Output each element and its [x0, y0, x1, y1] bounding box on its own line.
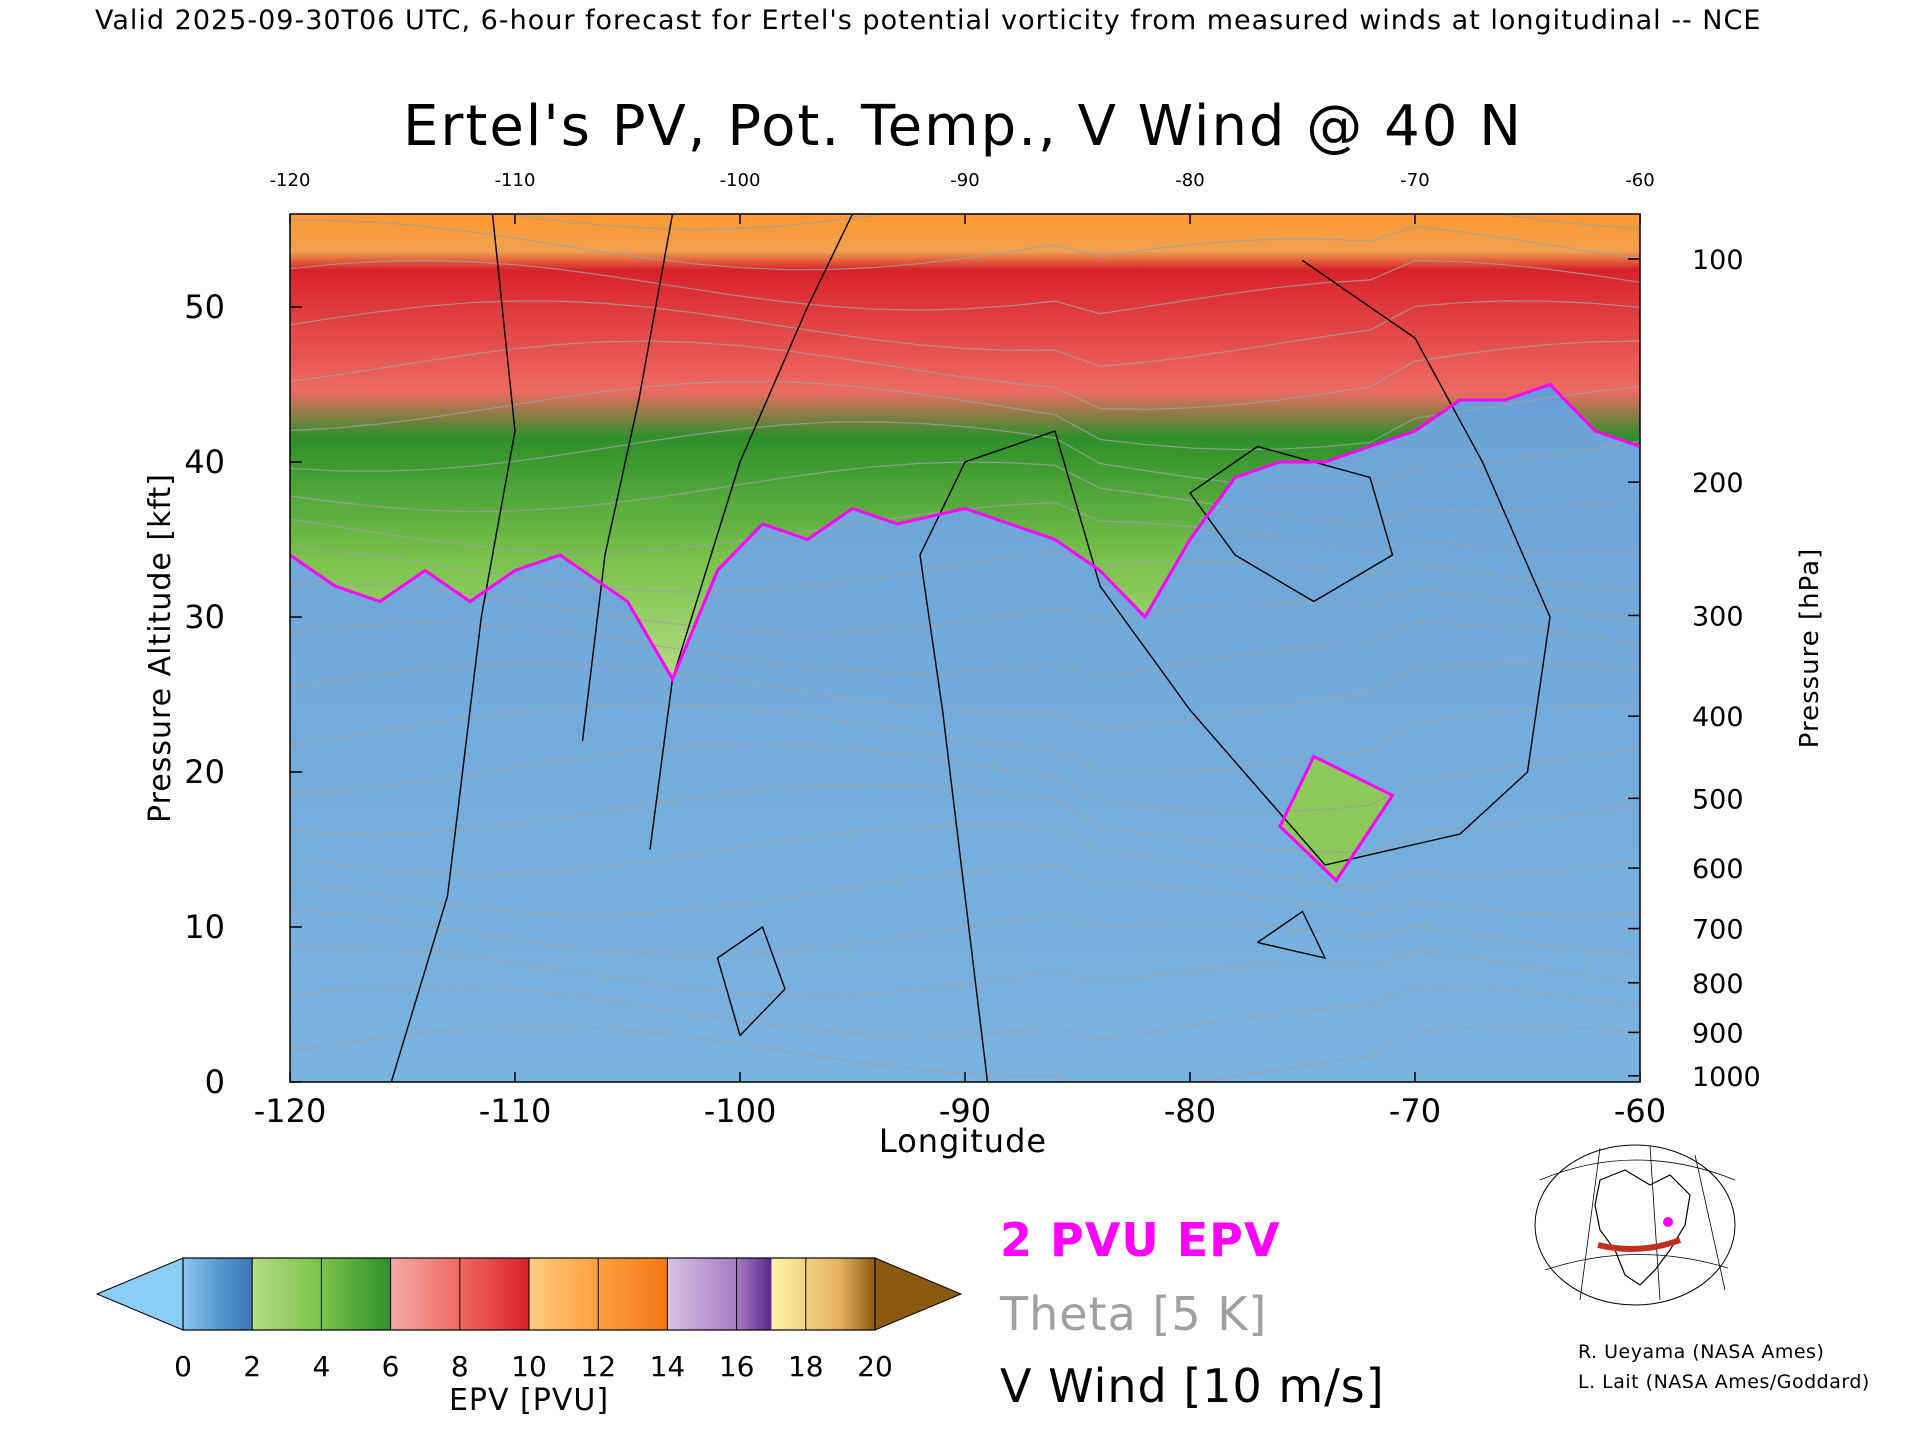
theta-isentrope [290, 864, 1640, 916]
pv-2pvu-line [290, 382, 1640, 683]
p-tick-label: 300 [1692, 601, 1744, 632]
p-tick-label: 400 [1692, 702, 1744, 733]
wind-contour [581, 214, 674, 742]
wind-contours [390, 214, 1551, 1082]
colorbar-tick-label: 14 [650, 1350, 686, 1383]
theta-isentrope [290, 908, 1640, 956]
legend-wind: V Wind [10 m/s] [1000, 1359, 1385, 1413]
p-tick-label: 700 [1692, 915, 1744, 946]
y-tick-label: 10 [184, 908, 225, 946]
wind-contour [649, 214, 854, 850]
colorbar: 0 2 4 6 8 10 12 14 16 18 20 EPV [PVU] [95, 1257, 963, 1418]
y-tick-label: 30 [184, 598, 225, 636]
pv-anomaly-fill [1280, 756, 1393, 881]
colorbar-ticks: 0 2 4 6 8 10 12 14 16 18 20 [174, 1350, 893, 1383]
theta-isentrope [290, 219, 1640, 271]
x-tick-label: -120 [254, 1092, 327, 1130]
cross-section-line [1597, 1237, 1682, 1252]
colorbar-tick-label: 6 [382, 1350, 400, 1383]
top-tick-label: -100 [720, 170, 761, 191]
theta-isentrope [290, 622, 1640, 678]
colorbar-frame [182, 1257, 876, 1331]
theta-isentrope [290, 663, 1640, 730]
top-axis: -120 -110 -100 -90 -80 -70 -60 [270, 170, 1655, 224]
wind-contour [1189, 445, 1394, 603]
p-tick-label: 100 [1692, 245, 1744, 276]
top-tick-label: -110 [495, 170, 536, 191]
colorbar-tick-label: 4 [312, 1350, 330, 1383]
colorbar-tick-label: 2 [243, 1350, 261, 1383]
p-tick-label: 900 [1692, 1018, 1744, 1049]
colorbar-over-arrow [874, 1257, 963, 1331]
theta-isentrope [290, 743, 1640, 813]
theta-isentrope [290, 421, 1640, 491]
colorbar-under-arrow [95, 1257, 184, 1331]
theta-isentrope [290, 703, 1640, 773]
locator-map [1534, 1144, 1736, 1306]
theta-isentrope [290, 259, 1640, 315]
y-tick-label: 20 [184, 753, 225, 791]
colorbar-tick-label: 20 [857, 1350, 893, 1383]
top-tick-label: -80 [1175, 170, 1204, 191]
p-tick-label: 1000 [1692, 1062, 1761, 1093]
continent-outline [1594, 1169, 1691, 1286]
colorbar-tick-label: 12 [580, 1350, 616, 1383]
y-axis-right-label: Pressure [hPa] [1795, 548, 1825, 749]
colorbar-dividers [251, 1258, 807, 1330]
y-axis-right: 100 200 300 400 500 600 700 800 900 1000 [1628, 245, 1761, 1093]
wind-contour [716, 925, 786, 1036]
top-tick-label: -90 [950, 170, 979, 191]
p-tick-label: 200 [1692, 468, 1744, 499]
colorbar-tick-label: 10 [511, 1350, 547, 1383]
theta-contours [290, 214, 1640, 1082]
credit-line-1: R. Ueyama (NASA Ames) [1578, 1341, 1824, 1363]
theta-isentrope [290, 945, 1640, 996]
theta-isentrope [290, 985, 1640, 1041]
y-tick-label: 40 [184, 443, 225, 481]
theta-isentrope [290, 340, 1640, 410]
top-tick-label: -70 [1400, 170, 1429, 191]
y-tick-label: 0 [205, 1063, 225, 1101]
p-tick-label: 500 [1692, 784, 1744, 815]
location-dot [1663, 1217, 1673, 1227]
top-tick-label: -60 [1625, 170, 1654, 191]
colorbar-tick-label: 8 [451, 1350, 469, 1383]
y-axis-left: 0 10 20 30 40 50 [184, 288, 302, 1101]
plot-area [290, 214, 1640, 1082]
wind-contour [919, 259, 1551, 1082]
colorbar-label: EPV [PVU] [449, 1383, 609, 1418]
x-axis-label: Longitude [879, 1122, 1047, 1160]
valid-line: Valid 2025-09-30T06 UTC, 6-hour forecast… [95, 5, 1761, 36]
y-tick-label: 50 [184, 288, 225, 326]
colorbar-tick-label: 18 [788, 1350, 824, 1383]
theta-isentrope [290, 300, 1640, 368]
theta-isentrope [290, 824, 1640, 889]
credit-line-2: L. Lait (NASA Ames/Goddard) [1578, 1371, 1870, 1393]
theta-isentrope [290, 545, 1640, 593]
colorbar-tick-label: 16 [719, 1350, 755, 1383]
y-axis-left-label: Pressure Altitude [kft] [143, 473, 178, 823]
stratosphere-fill [290, 214, 1640, 679]
theta-isentrope [290, 783, 1640, 854]
x-tick-label: -60 [1614, 1092, 1666, 1130]
p-tick-label: 600 [1692, 854, 1744, 885]
p-tick-label: 800 [1692, 969, 1744, 1000]
x-tick-label: -110 [479, 1092, 552, 1130]
legend-theta: Theta [5 K] [999, 1287, 1267, 1341]
legend-pv-line: 2 PVU EPV [1000, 1213, 1280, 1267]
wind-contour [390, 214, 516, 1082]
top-tick-label: -120 [270, 170, 311, 191]
x-tick-label: -70 [1389, 1092, 1441, 1130]
chart-title: Ertel's PV, Pot. Temp., V Wind @ 40 N [403, 94, 1523, 159]
x-tick-label: -100 [704, 1092, 777, 1130]
wind-contour [1257, 910, 1327, 960]
x-tick-label: -80 [1164, 1092, 1216, 1130]
colorbar-tick-label: 0 [174, 1350, 192, 1383]
theta-isentrope [290, 582, 1640, 633]
theta-isentrope [290, 380, 1640, 451]
pv-2pvu-anomaly-line [1278, 754, 1395, 883]
x-tick-label: -90 [939, 1092, 991, 1130]
x-axis: -120 -110 -100 -90 -80 -70 -60 [254, 1072, 1666, 1130]
